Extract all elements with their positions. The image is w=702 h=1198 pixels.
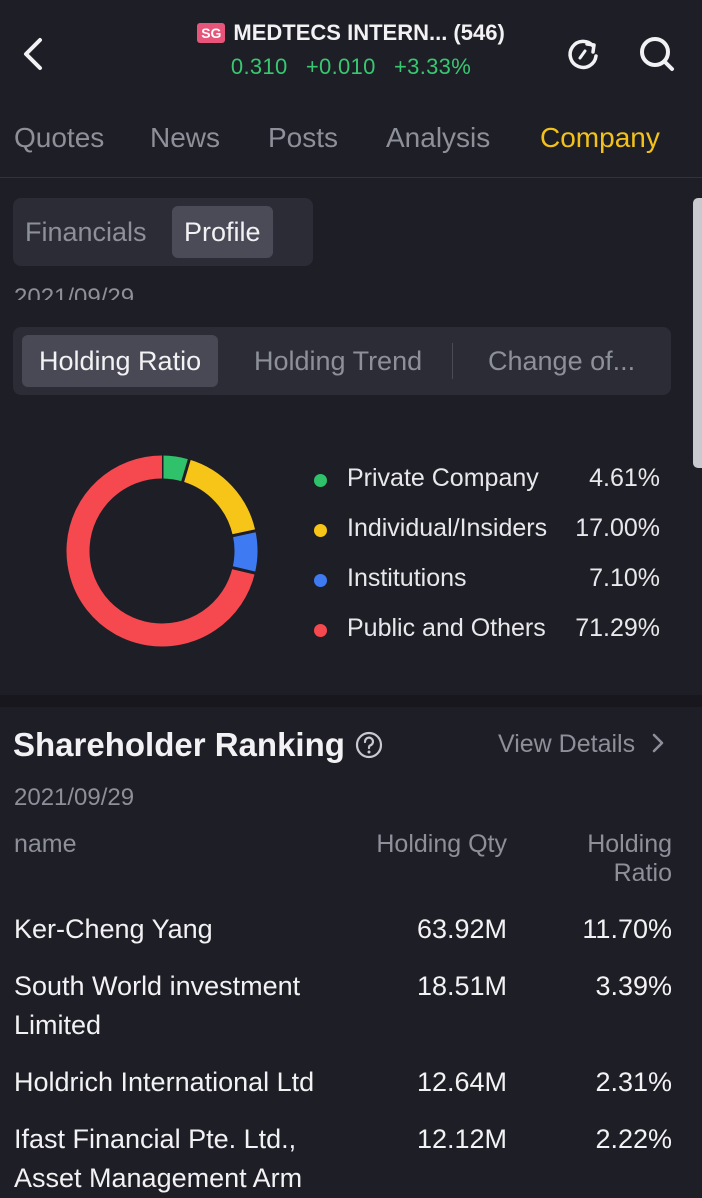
view-details-link[interactable]: View Details [498, 730, 668, 759]
market-badge: SG [197, 23, 226, 43]
legend-value: 17.00% [575, 514, 660, 542]
holding-qty: 12.64M [416, 1067, 507, 1097]
shareholder-ranking-title: Shareholder Ranking [13, 726, 345, 763]
legend-value: 4.61% [589, 464, 660, 492]
legend-item: Institutions 7.10% [310, 556, 670, 606]
donut-slice-0[interactable] [161, 455, 190, 482]
donut-gap-3 [231, 566, 257, 575]
legend-dot [314, 524, 327, 537]
donut-slice-2[interactable] [232, 530, 258, 574]
subtab-holding-ratio[interactable]: Holding Ratio [22, 335, 219, 387]
segment-financials[interactable]: Financials [25, 217, 147, 247]
price-change-pct: +3.33% [394, 54, 472, 79]
legend-item: Public and Others 71.29% [310, 606, 670, 656]
subtab-divider [452, 343, 453, 379]
legend-dot [314, 474, 327, 487]
segment-profile[interactable]: Profile [172, 206, 273, 258]
section-divider [0, 695, 702, 707]
donut-gap-2 [231, 529, 257, 538]
legend-dot [314, 624, 327, 637]
view-details-label: View Details [498, 730, 636, 758]
shareholder-name: Ker-Cheng Yang [14, 914, 213, 944]
legend-label: Institutions [347, 564, 467, 592]
legend-item: Individual/Insiders 17.00% [310, 506, 670, 556]
chevron-left-icon [24, 38, 42, 70]
legend-value: 7.10% [589, 564, 660, 592]
legend-value: 71.29% [575, 614, 660, 642]
holding-qty: 63.92M [416, 914, 507, 944]
holding-ratio: 2.31% [595, 1067, 672, 1097]
shareholder-name: Holdrich International Ltd [14, 1067, 315, 1097]
column-header-qty: Holding Qty [376, 830, 507, 858]
holding-date: 2021/09/29 [14, 284, 135, 300]
legend-label: Private Company [347, 464, 539, 492]
subtab-change-of[interactable]: Change of... [488, 346, 636, 376]
column-header-ratio: Holding Ratio [587, 830, 672, 888]
holding-qty: 12.12M [416, 1124, 507, 1154]
app-header: SG MEDTECS INTERN... (546) 0.310 +0.010 … [0, 0, 702, 100]
tab-company[interactable]: Company [540, 122, 660, 153]
main-tabs: Quotes News Posts Analysis Company [0, 118, 702, 176]
legend-dot [314, 574, 327, 587]
holding-ratio: 2.22% [595, 1124, 672, 1154]
donut-slice-3[interactable] [66, 455, 255, 647]
tab-analysis[interactable]: Analysis [386, 122, 491, 153]
donut-gap-1 [180, 458, 191, 483]
column-header-ratio-line2: Ratio [613, 859, 672, 887]
company-segment-control: Financials Profile [13, 198, 313, 266]
holding-ratio: 11.70% [582, 914, 672, 944]
holding-ratio-legend: Private Company 4.61% Individual/Insider… [310, 456, 670, 656]
column-header-name: name [14, 830, 77, 858]
tab-posts[interactable]: Posts [268, 122, 339, 153]
holding-subtabs: Holding Ratio Holding Trend Change of... [13, 327, 671, 395]
shareholder-name: Ifast Financial Pte. Ltd., Asset Managem… [14, 1124, 303, 1193]
help-icon[interactable] [355, 731, 383, 759]
search-button[interactable] [637, 34, 677, 74]
shareholder-name: South World investment Limited [14, 971, 301, 1040]
subtab-holding-trend[interactable]: Holding Trend [254, 346, 423, 376]
refresh-icon [568, 39, 598, 70]
tabs-divider [0, 177, 702, 178]
chevron-right-icon [652, 733, 664, 753]
shareholder-date: 2021/09/29 [14, 784, 135, 811]
legend-label: Public and Others [347, 614, 546, 642]
tab-quotes[interactable]: Quotes [14, 122, 105, 153]
legend-item: Private Company 4.61% [310, 456, 670, 506]
column-header-ratio-line1: Holding [587, 830, 672, 858]
legend-label: Individual/Insiders [347, 514, 548, 542]
price-line: 0.310 +0.010 +3.33% [0, 54, 702, 80]
holding-ratio: 3.39% [595, 971, 672, 1001]
holding-qty: 18.51M [416, 971, 507, 1001]
back-button[interactable] [16, 34, 52, 74]
stock-title-block: SG MEDTECS INTERN... (546) 0.310 +0.010 … [0, 20, 702, 80]
scrollbar[interactable] [693, 198, 702, 468]
price-change: +0.010 [305, 54, 376, 79]
last-price: 0.310 [230, 54, 288, 79]
stock-title: MEDTECS INTERN... (546) [233, 20, 505, 45]
donut-slice-1[interactable] [182, 459, 256, 537]
tab-news[interactable]: News [150, 122, 221, 153]
holding-ratio-donut-chart [66, 454, 258, 647]
search-icon [640, 37, 674, 71]
refresh-button[interactable] [563, 34, 603, 74]
